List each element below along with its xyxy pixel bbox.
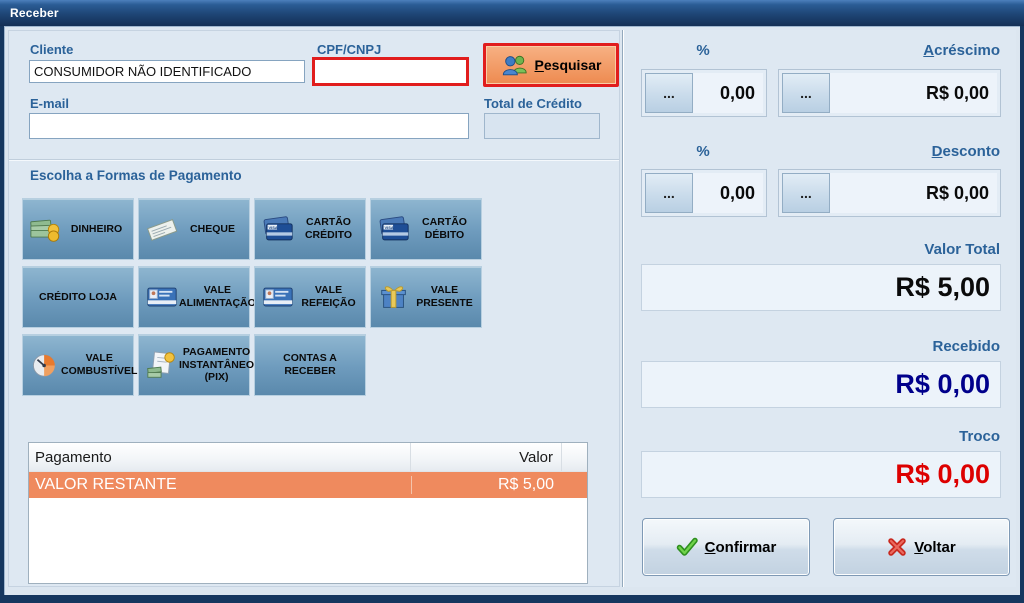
recebido-field: R$ 0,00 bbox=[641, 361, 1001, 408]
pix-icon bbox=[147, 351, 175, 378]
total-credito-label: Total de Crédito bbox=[484, 96, 582, 111]
table-row-valor-restante[interactable]: VALOR RESTANTE R$ 5,00 bbox=[29, 472, 587, 498]
payments-table-header: Pagamento Valor bbox=[29, 443, 587, 472]
column-header-valor: Valor bbox=[411, 443, 562, 471]
payment-button-dinheiro[interactable]: DINHEIRO bbox=[22, 198, 134, 260]
acrescimo-percent-ellipsis-button[interactable]: ... bbox=[645, 73, 693, 113]
email-label: E-mail bbox=[30, 96, 70, 111]
window-title: Receber bbox=[10, 6, 59, 20]
cpf-cnpj-input[interactable] bbox=[315, 60, 466, 83]
payment-button-credito-loja[interactable]: CRÉDITO LOJA bbox=[22, 266, 134, 328]
payment-button-vale-refeicao[interactable]: VALE REFEIÇÃO bbox=[254, 266, 366, 328]
fuel-gauge-icon bbox=[33, 353, 56, 377]
payment-button-contas-a-receber[interactable]: CONTAS A RECEBER bbox=[254, 334, 366, 396]
acrescimo-label: Acréscimo bbox=[923, 42, 1000, 59]
confirmar-button[interactable]: Confirmar bbox=[642, 518, 810, 576]
desconto-percent-ellipsis-button[interactable]: ... bbox=[645, 173, 693, 213]
valor-total-field: R$ 5,00 bbox=[641, 264, 1001, 311]
payment-button-pix[interactable]: PAGAMENTO INSTANTÂNEO (PIX) bbox=[138, 334, 254, 396]
acrescimo-percent-value[interactable]: 0,00 bbox=[693, 73, 763, 113]
voltar-label: Voltar bbox=[914, 538, 956, 556]
payment-button-cartao-credito[interactable]: VISA CARTÃO CRÉDITO bbox=[254, 198, 366, 260]
payment-methods-grid: DINHEIRO CHEQUE bbox=[22, 198, 482, 396]
payment-button-cheque[interactable]: CHEQUE bbox=[138, 198, 250, 260]
desconto-amount-value[interactable]: R$ 0,00 bbox=[830, 173, 997, 213]
x-icon bbox=[888, 538, 907, 556]
acrescimo-percent-group: ... 0,00 bbox=[641, 69, 767, 117]
acrescimo-percent-label: % bbox=[696, 42, 710, 59]
acrescimo-amount-value[interactable]: R$ 0,00 bbox=[830, 73, 997, 113]
meal-card-icon bbox=[263, 287, 293, 306]
total-credito-input bbox=[484, 113, 600, 139]
payments-table: Pagamento Valor VALOR RESTANTE R$ 5,00 bbox=[28, 442, 588, 584]
acrescimo-amount-ellipsis-button[interactable]: ... bbox=[782, 73, 830, 113]
cell-pagamento: VALOR RESTANTE bbox=[35, 476, 177, 493]
recebido-label: Recebido bbox=[932, 338, 1000, 355]
desconto-amount-group: ... R$ 0,00 bbox=[778, 169, 1001, 217]
desconto-percent-value[interactable]: 0,00 bbox=[693, 173, 763, 213]
column-header-pagamento: Pagamento bbox=[29, 443, 411, 471]
desconto-label: Desconto bbox=[931, 143, 1000, 160]
pesquisar-button[interactable]: Pesquisar bbox=[483, 43, 619, 87]
svg-text:VISA: VISA bbox=[269, 224, 278, 229]
voltar-button[interactable]: Voltar bbox=[833, 518, 1010, 576]
troco-field: R$ 0,00 bbox=[641, 451, 1001, 498]
cpf-cnpj-label: CPF/CNPJ bbox=[317, 42, 382, 57]
credit-card-icon: VISA bbox=[263, 215, 293, 240]
people-icon bbox=[502, 55, 527, 75]
cpf-cnpj-highlight bbox=[312, 57, 469, 86]
email-input[interactable] bbox=[29, 113, 469, 139]
cell-valor: R$ 5,00 bbox=[411, 476, 562, 494]
payment-button-vale-combustivel[interactable]: VALE COMBUSTÍVEL bbox=[22, 334, 137, 396]
valor-total-label: Valor Total bbox=[924, 241, 1000, 258]
check-icon bbox=[676, 537, 698, 556]
debit-card-icon: VISA bbox=[379, 215, 409, 240]
payment-button-vale-presente[interactable]: VALE PRESENTE bbox=[370, 266, 482, 328]
troco-label: Troco bbox=[959, 428, 1000, 445]
totals-panel: % Acréscimo ... 0,00 ... R$ 0,00 % Desco… bbox=[622, 30, 1016, 587]
title-bar[interactable]: Receber bbox=[0, 0, 1024, 26]
payment-button-cartao-debito[interactable]: VISA CARTÃO DÉBITO bbox=[370, 198, 482, 260]
food-card-icon bbox=[147, 287, 177, 306]
pesquisar-label: Pesquisar bbox=[534, 57, 602, 73]
customer-payment-panel: Cliente CPF/CNPJ Pesquisar E-mail Total … bbox=[8, 30, 620, 587]
payment-button-vale-alimentacao[interactable]: VALE ALIMENTAÇÃO bbox=[138, 266, 256, 328]
cliente-label: Cliente bbox=[30, 42, 74, 57]
separator bbox=[9, 159, 619, 161]
money-icon bbox=[30, 219, 60, 242]
gift-icon bbox=[381, 286, 406, 308]
svg-text:VISA: VISA bbox=[385, 224, 394, 229]
cheque-icon bbox=[147, 218, 178, 241]
acrescimo-amount-group: ... R$ 0,00 bbox=[778, 69, 1001, 117]
formas-pagamento-label: Escolha a Formas de Pagamento bbox=[30, 168, 242, 183]
cliente-input[interactable] bbox=[29, 60, 305, 83]
desconto-amount-ellipsis-button[interactable]: ... bbox=[782, 173, 830, 213]
desconto-percent-label: % bbox=[696, 143, 710, 160]
confirmar-label: Confirmar bbox=[704, 538, 777, 556]
window-content: Cliente CPF/CNPJ Pesquisar E-mail Total … bbox=[4, 26, 1020, 595]
desconto-percent-group: ... 0,00 bbox=[641, 169, 767, 217]
